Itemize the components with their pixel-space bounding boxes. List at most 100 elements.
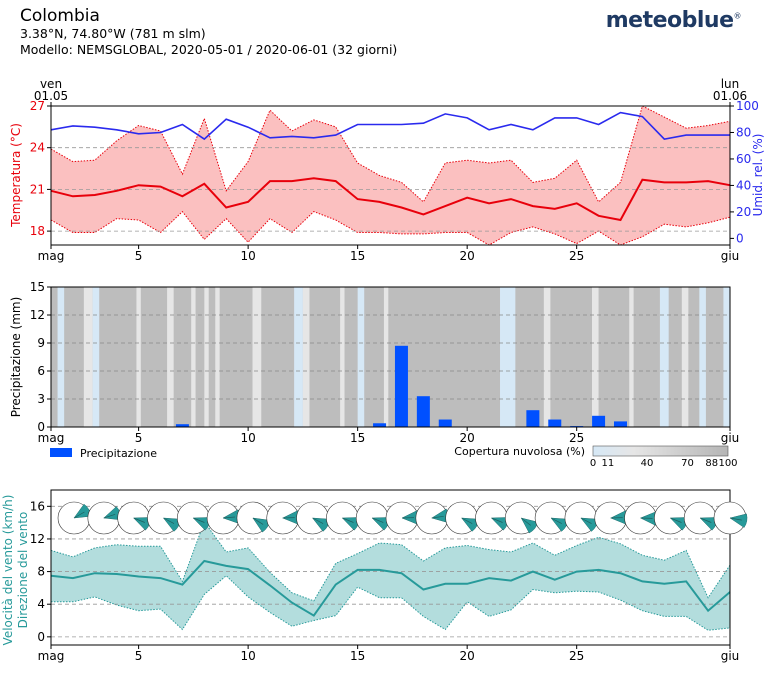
precipitation-x-tick-label: 5 xyxy=(135,431,143,445)
cloud-cover-stripe xyxy=(500,287,516,427)
cloud-cover-stripe xyxy=(302,287,310,427)
temperature-max-line xyxy=(50,105,731,203)
wind-direction-needle xyxy=(372,517,384,523)
precipitation-bar xyxy=(394,345,408,427)
temperature-axis-label: Temperatura (°C) xyxy=(9,123,23,228)
precipitation-y-tick-label: 9 xyxy=(37,336,45,350)
precipitation-bar xyxy=(613,421,627,427)
wind-direction-needle xyxy=(580,517,592,524)
top-left-day: ven xyxy=(40,77,62,91)
cloud-cover-stripe xyxy=(215,287,220,427)
precipitation-bar xyxy=(373,423,387,427)
humidity-y-tick-label: 80 xyxy=(736,125,751,139)
wind-y-tick-label: 16 xyxy=(30,499,45,513)
cloud-cover-stripe xyxy=(92,287,100,427)
precipitation-y-tick-label: 6 xyxy=(37,364,45,378)
temperature-y-tick-label: 18 xyxy=(30,224,45,238)
cloud-cover-stripe xyxy=(83,287,93,427)
wind-y-tick-label: 0 xyxy=(37,630,45,644)
wind-direction-needle xyxy=(521,517,531,526)
wind-frame xyxy=(50,489,731,646)
humidity-y-tick-label: 40 xyxy=(736,178,751,192)
wind-direction-needle xyxy=(133,517,145,523)
cloud-cover-background xyxy=(51,287,730,427)
cloud-cover-stripe xyxy=(357,287,365,427)
precipitation-x-tick-label: 25 xyxy=(569,431,584,445)
wind-x-tick-label: giu xyxy=(721,649,740,663)
wind-min-line xyxy=(51,575,731,631)
wind-direction-needle xyxy=(700,517,712,523)
precipitation-bar xyxy=(175,424,189,427)
wind-direction-needle xyxy=(550,517,562,524)
cloud-legend-tick: 88 xyxy=(705,458,718,469)
cloud-cover-stripe xyxy=(191,287,196,427)
cloud-cover-stripe xyxy=(592,287,599,427)
precipitation-y-tick-label: 15 xyxy=(30,280,45,294)
precipitation-legend-label: Precipitazione xyxy=(80,447,157,460)
cloud-cover-stripe xyxy=(723,287,730,427)
wind-x-tick-label: 20 xyxy=(460,649,475,663)
cloud-cover-stripe xyxy=(659,287,669,427)
humidity-line xyxy=(50,111,730,141)
wind-direction-needle xyxy=(431,515,444,519)
wind-x-tick-label: mag xyxy=(38,649,65,663)
location-title: Colombia xyxy=(20,6,100,26)
precipitation-axis-label: Precipitazione (mm) xyxy=(9,297,23,418)
temperature-x-tick-label: 25 xyxy=(569,249,584,263)
cloud-cover-stripe xyxy=(383,287,389,427)
precipitation-y-tick-label: 3 xyxy=(37,392,45,406)
precipitation-x-tick-label: giu xyxy=(721,431,740,445)
temperature-frame xyxy=(50,105,731,246)
wind-direction-needle xyxy=(223,516,236,519)
wind-y-tick-label: 8 xyxy=(37,565,45,579)
wind-mean-line xyxy=(50,559,731,617)
precipitation-x-tick-label: 15 xyxy=(350,431,365,445)
wind-x-tick-label: 10 xyxy=(240,649,255,663)
cloud-legend-tick: 40 xyxy=(641,458,654,469)
wind-x-tick-label: 25 xyxy=(569,649,584,663)
temperature-x-tick-label: mag xyxy=(38,249,65,263)
wind-direction-needle xyxy=(729,517,742,521)
precipitation-bar xyxy=(526,410,540,427)
wind-direction-needle xyxy=(491,517,503,523)
cloud-cover-stripe xyxy=(543,287,551,427)
humidity-y-tick-label: 20 xyxy=(736,205,751,219)
wind-direction-needle xyxy=(103,513,116,519)
top-left-date: 01.05 xyxy=(34,89,68,103)
cloud-cover-stripe xyxy=(294,287,303,427)
cloud-cover-stripe xyxy=(252,287,262,427)
top-right-day: lun xyxy=(721,77,740,91)
humidity-y-tick-label: 60 xyxy=(736,152,751,166)
temperature-x-tick-label: giu xyxy=(721,249,740,263)
precipitation-x-tick-label: mag xyxy=(38,431,65,445)
cloud-cover-legend xyxy=(592,445,729,457)
cloud-legend-tick: 0 xyxy=(590,458,596,469)
precipitation-bar xyxy=(438,419,452,427)
precipitation-y-tick-label: 0 xyxy=(37,420,45,434)
wind-direction-needle xyxy=(252,517,264,525)
wind-direction-needle xyxy=(461,517,473,524)
precipitation-bar xyxy=(416,396,430,427)
precipitation-x-tick-label: 10 xyxy=(240,431,255,445)
cloud-cover-stripe xyxy=(699,287,706,427)
wind-direction-needle xyxy=(163,517,175,524)
precipitation-frame xyxy=(50,286,731,428)
wind-direction-sector xyxy=(729,513,748,528)
temperature-y-tick-label: 24 xyxy=(30,141,45,155)
top-right-date: 01.06 xyxy=(713,89,747,103)
cloud-cover-stripe xyxy=(681,287,689,427)
wind-x-tick-label: 5 xyxy=(135,649,143,663)
wind-y-tick-label: 4 xyxy=(37,597,45,611)
wind-direction-needle xyxy=(193,517,205,523)
wind-direction-needle xyxy=(73,511,85,519)
temperature-x-tick-label: 20 xyxy=(460,249,475,263)
temperature-min-line xyxy=(50,210,731,246)
coordinates: 3.38°N, 74.80°W (781 m slm) xyxy=(20,26,206,41)
cloud-cover-stripe xyxy=(204,287,209,427)
precipitation-x-tick-label: 20 xyxy=(460,431,475,445)
cloud-cover-stripe xyxy=(629,287,634,427)
wind-x-tick-label: 15 xyxy=(350,649,365,663)
temperature-x-tick-label: 15 xyxy=(350,249,365,263)
cloud-legend-title: Copertura nuvolosa (%) xyxy=(454,445,585,458)
